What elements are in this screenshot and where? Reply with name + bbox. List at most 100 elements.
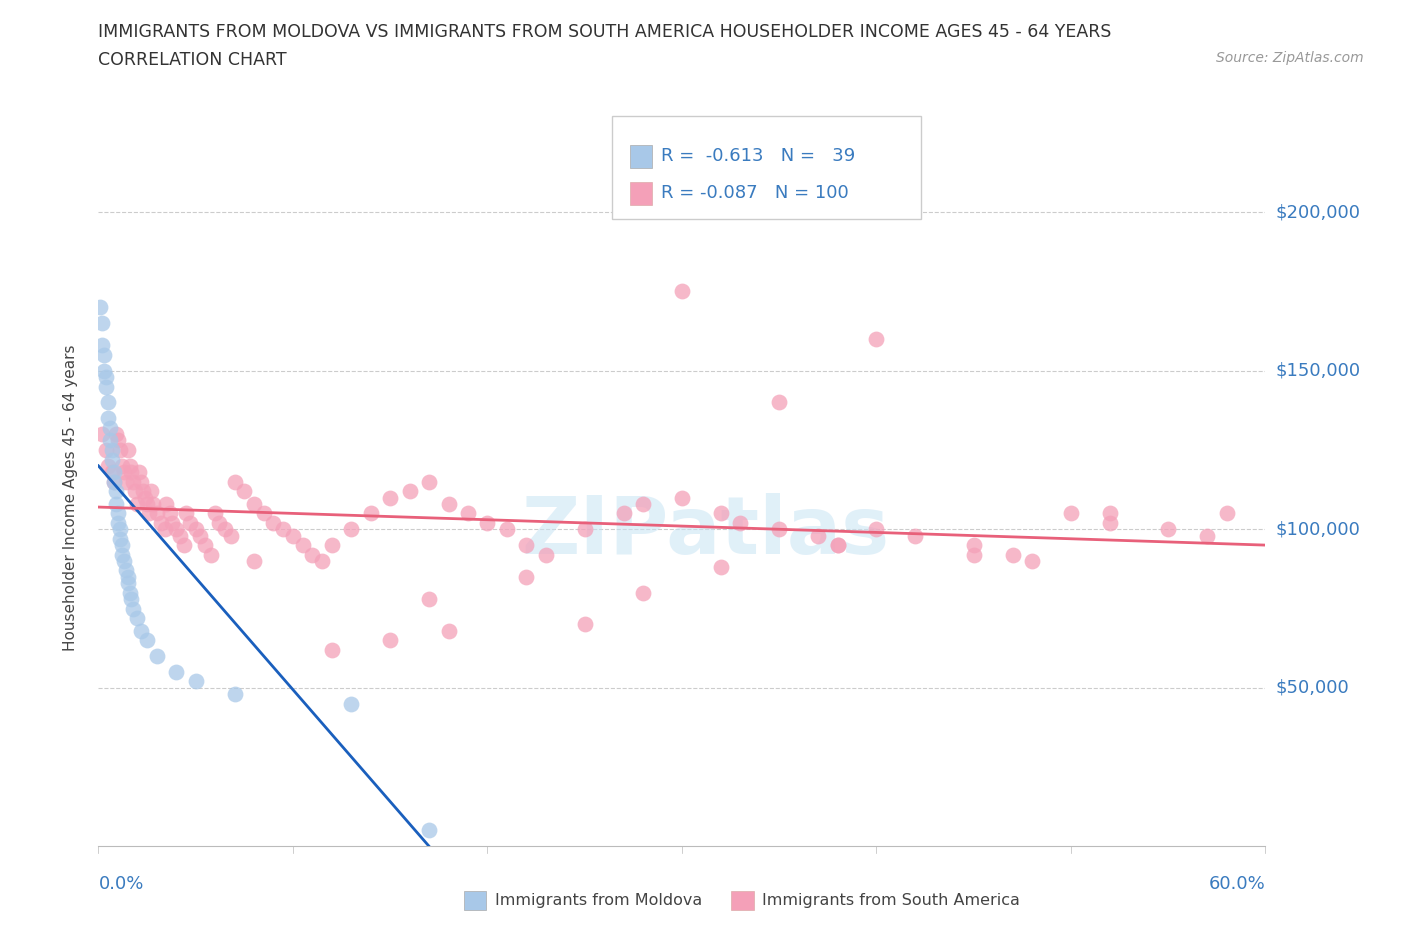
Point: [243, 497, 266, 512]
Point: [612, 506, 634, 521]
Point: [111, 538, 134, 552]
Point: [321, 643, 343, 658]
Point: [89, 299, 111, 314]
Point: [103, 474, 125, 489]
Point: [129, 623, 152, 638]
Point: [574, 522, 596, 537]
Point: [114, 474, 136, 489]
Point: [93, 348, 115, 363]
Point: [378, 632, 402, 647]
Point: [118, 585, 141, 600]
Text: $150,000: $150,000: [1275, 362, 1361, 379]
Point: [710, 506, 733, 521]
Point: [904, 528, 927, 543]
Point: [146, 506, 169, 521]
Point: [91, 338, 114, 352]
Point: [162, 515, 184, 530]
Point: [169, 528, 191, 543]
Text: R = -0.087   N = 100: R = -0.087 N = 100: [661, 184, 849, 203]
Point: [121, 465, 143, 480]
Point: [101, 443, 124, 458]
Point: [827, 538, 849, 552]
Text: $200,000: $200,000: [1275, 204, 1360, 221]
Point: [360, 506, 382, 521]
Point: [91, 427, 114, 442]
Point: [103, 474, 125, 489]
Point: [111, 547, 134, 562]
Point: [138, 506, 160, 521]
Point: [104, 497, 127, 512]
Point: [224, 686, 246, 701]
Point: [631, 497, 654, 512]
Point: [97, 411, 120, 426]
Point: [827, 538, 849, 552]
Point: [457, 506, 479, 521]
Point: [574, 617, 596, 631]
Point: [219, 528, 242, 543]
Text: ZIPatlas: ZIPatlas: [522, 494, 890, 571]
Point: [117, 576, 139, 591]
Point: [194, 538, 217, 552]
Point: [710, 560, 733, 575]
Point: [1195, 528, 1218, 543]
Point: [111, 458, 134, 473]
Point: [117, 443, 139, 458]
Point: [291, 538, 314, 552]
Point: [768, 395, 790, 410]
Point: [437, 497, 460, 512]
Point: [122, 601, 145, 616]
Point: [165, 522, 187, 537]
Text: 0.0%: 0.0%: [98, 874, 143, 893]
Point: [418, 823, 440, 838]
Point: [1157, 522, 1180, 537]
Point: [179, 515, 201, 530]
Point: [271, 522, 294, 537]
Point: [418, 474, 440, 489]
Point: [1060, 506, 1083, 521]
Point: [962, 547, 984, 562]
Point: [184, 674, 207, 689]
Point: [104, 484, 127, 498]
Point: [112, 553, 135, 568]
Point: [108, 531, 131, 546]
Point: [97, 395, 120, 410]
Text: CORRELATION CHART: CORRELATION CHART: [98, 51, 287, 69]
Point: [118, 458, 141, 473]
Point: [631, 585, 654, 600]
Point: [340, 522, 363, 537]
Point: [495, 522, 517, 537]
Point: [865, 522, 887, 537]
Point: [129, 474, 152, 489]
Point: [233, 484, 256, 498]
Point: [146, 648, 169, 663]
Point: [127, 611, 149, 626]
Point: [962, 538, 984, 552]
Point: [340, 697, 363, 711]
Point: [112, 465, 135, 480]
Point: [136, 632, 159, 647]
Point: [96, 369, 118, 384]
Point: [117, 569, 139, 584]
Point: [103, 465, 125, 480]
Point: [132, 484, 155, 498]
Point: [107, 433, 129, 448]
Point: [865, 332, 887, 347]
Text: $100,000: $100,000: [1275, 520, 1360, 538]
Point: [534, 547, 557, 562]
Point: [96, 379, 118, 394]
Point: [730, 515, 752, 530]
Point: [671, 490, 693, 505]
Point: [200, 547, 222, 562]
Point: [214, 522, 236, 537]
Point: [281, 528, 304, 543]
Point: [136, 497, 159, 512]
Point: [1098, 515, 1121, 530]
Point: [91, 316, 114, 331]
Point: [114, 563, 136, 578]
Point: [134, 490, 156, 505]
Point: [204, 506, 226, 521]
Text: $50,000: $50,000: [1275, 679, 1348, 697]
Point: [165, 665, 187, 680]
Point: [122, 474, 145, 489]
Text: R =  -0.613   N =   39: R = -0.613 N = 39: [661, 147, 855, 166]
